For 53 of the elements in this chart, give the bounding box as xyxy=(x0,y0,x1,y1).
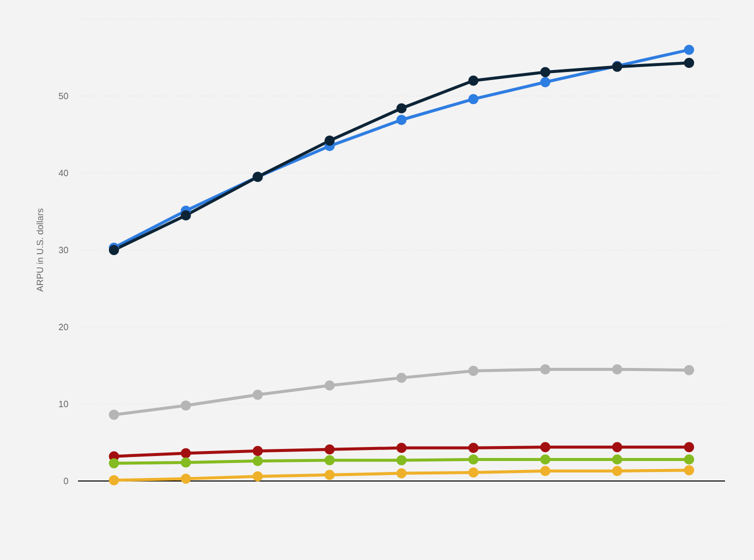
point xyxy=(180,474,191,484)
point xyxy=(612,454,622,465)
point xyxy=(108,410,120,420)
point xyxy=(540,454,550,465)
point xyxy=(468,442,478,453)
y-tick-label: 50 xyxy=(58,92,68,100)
point xyxy=(252,456,263,466)
y-tick-label: 40 xyxy=(58,170,68,176)
point xyxy=(540,466,550,476)
point xyxy=(612,364,622,374)
point xyxy=(108,244,120,256)
point xyxy=(684,44,694,55)
point xyxy=(684,442,694,452)
y-tick-label: 20 xyxy=(58,324,68,330)
point xyxy=(180,457,191,468)
point xyxy=(324,136,335,146)
point xyxy=(684,454,694,465)
point xyxy=(252,446,263,456)
point xyxy=(540,364,550,374)
point xyxy=(180,400,191,411)
point xyxy=(180,210,191,220)
point xyxy=(396,103,407,114)
point xyxy=(108,475,120,486)
point xyxy=(684,365,694,376)
point xyxy=(540,67,550,78)
point xyxy=(396,372,407,383)
point xyxy=(468,76,478,86)
point xyxy=(612,442,622,452)
point xyxy=(612,466,622,476)
point xyxy=(468,467,478,478)
point xyxy=(540,442,550,452)
y-tick-label: 10 xyxy=(59,400,68,408)
point xyxy=(324,470,335,480)
point xyxy=(396,455,407,466)
y-tick-label: 30 xyxy=(58,246,68,254)
point xyxy=(468,366,478,376)
point xyxy=(180,448,191,458)
point xyxy=(108,458,120,468)
point xyxy=(684,58,694,68)
point xyxy=(324,444,335,455)
y-axis-title: ARPU in U.S. dollars xyxy=(36,208,44,292)
point xyxy=(324,455,335,466)
point xyxy=(252,390,263,400)
point xyxy=(540,77,550,88)
point xyxy=(468,94,478,104)
point xyxy=(396,442,407,453)
point xyxy=(396,114,407,125)
point xyxy=(468,454,478,465)
y-tick-label: 0 xyxy=(64,478,68,484)
point xyxy=(324,380,335,391)
point xyxy=(684,465,694,476)
point xyxy=(396,468,407,478)
point xyxy=(252,471,263,482)
